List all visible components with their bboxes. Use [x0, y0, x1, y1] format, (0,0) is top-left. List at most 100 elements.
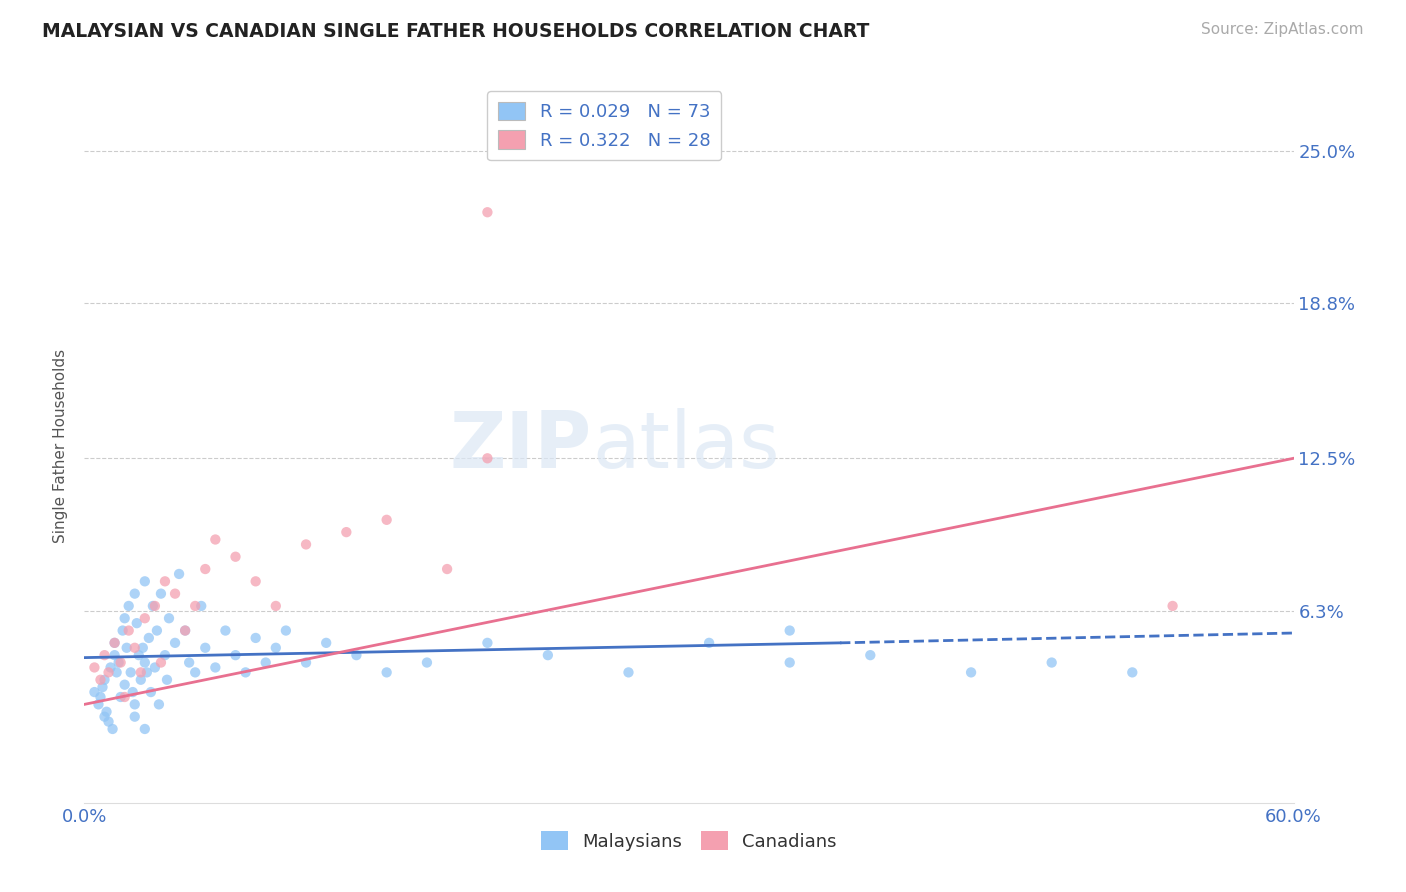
Point [165, 587, 187, 601]
Point [134, 611, 156, 625]
Point [93, 673, 115, 687]
Point [83, 685, 105, 699]
Point [120, 665, 142, 680]
Point [114, 690, 136, 704]
Point [235, 665, 257, 680]
Point [477, 636, 499, 650]
Point [100, 660, 122, 674]
Point [274, 624, 297, 638]
Point [146, 624, 169, 638]
Point [111, 624, 134, 638]
Point [537, 648, 560, 662]
Point [149, 587, 172, 601]
Text: ZIP: ZIP [450, 408, 592, 484]
Point [114, 611, 136, 625]
Point [143, 660, 166, 674]
Point [138, 631, 160, 645]
Point [87, 698, 110, 712]
Point [93, 648, 115, 662]
Point [129, 665, 152, 680]
Point [124, 698, 146, 712]
Point [225, 648, 247, 662]
Point [184, 599, 207, 613]
Point [194, 640, 217, 655]
Point [335, 525, 357, 540]
Point [104, 648, 127, 662]
Point [156, 673, 179, 687]
Point [115, 640, 138, 655]
Y-axis label: Single Father Households: Single Father Households [53, 349, 69, 543]
Point [194, 562, 217, 576]
Point [190, 599, 212, 613]
Point [254, 656, 277, 670]
Point [157, 611, 180, 625]
Point [153, 574, 176, 589]
Point [110, 656, 132, 670]
Point [134, 656, 156, 670]
Point [779, 624, 801, 638]
Point [149, 656, 172, 670]
Point [960, 665, 983, 680]
Point [101, 722, 124, 736]
Point [346, 648, 368, 662]
Point [124, 640, 146, 655]
Point [204, 660, 226, 674]
Point [128, 648, 150, 662]
Point [477, 451, 499, 466]
Point [148, 698, 170, 712]
Point [121, 685, 143, 699]
Point [96, 705, 118, 719]
Point [135, 665, 157, 680]
Point [375, 665, 398, 680]
Point [436, 562, 458, 576]
Point [97, 665, 120, 680]
Point [204, 533, 226, 547]
Point [295, 537, 318, 551]
Point [104, 636, 127, 650]
Point [118, 624, 141, 638]
Legend: Malaysians, Canadians: Malaysians, Canadians [534, 824, 844, 858]
Point [264, 640, 287, 655]
Text: atlas: atlas [592, 408, 780, 484]
Point [315, 636, 337, 650]
Point [89, 673, 111, 687]
Point [91, 680, 114, 694]
Point [125, 616, 148, 631]
Point [124, 709, 146, 723]
Point [264, 599, 287, 613]
Point [179, 656, 201, 670]
Point [83, 660, 105, 674]
Point [617, 665, 640, 680]
Point [153, 648, 176, 662]
Point [167, 566, 190, 581]
Point [110, 690, 132, 704]
Text: Source: ZipAtlas.com: Source: ZipAtlas.com [1201, 22, 1364, 37]
Point [143, 599, 166, 613]
Point [165, 636, 187, 650]
Point [1161, 599, 1184, 613]
Point [114, 678, 136, 692]
Text: MALAYSIAN VS CANADIAN SINGLE FATHER HOUSEHOLDS CORRELATION CHART: MALAYSIAN VS CANADIAN SINGLE FATHER HOUS… [42, 22, 869, 41]
Point [107, 656, 129, 670]
Point [174, 624, 197, 638]
Point [142, 599, 165, 613]
Point [139, 685, 162, 699]
Point [225, 549, 247, 564]
Point [214, 624, 236, 638]
Point [118, 599, 141, 613]
Point [134, 722, 156, 736]
Point [184, 665, 207, 680]
Point [1121, 665, 1143, 680]
Point [1040, 656, 1063, 670]
Point [97, 714, 120, 729]
Point [859, 648, 882, 662]
Point [134, 574, 156, 589]
Point [129, 673, 152, 687]
Point [697, 636, 720, 650]
Point [245, 631, 267, 645]
Point [416, 656, 439, 670]
Point [245, 574, 267, 589]
Point [105, 665, 128, 680]
Point [174, 624, 197, 638]
Point [124, 587, 146, 601]
